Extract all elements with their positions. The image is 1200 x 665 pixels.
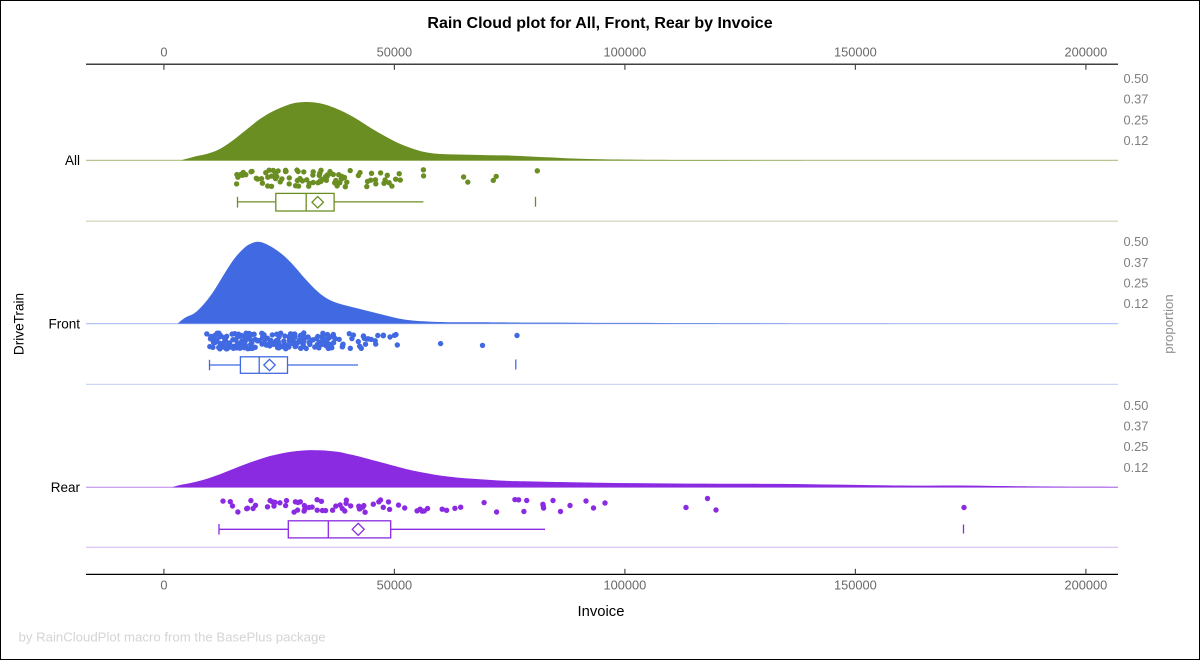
- svg-text:0.50: 0.50: [1124, 398, 1149, 413]
- svg-text:200000: 200000: [1065, 45, 1108, 60]
- svg-text:0: 0: [160, 578, 167, 593]
- svg-text:Invoice: Invoice: [578, 604, 625, 620]
- svg-text:0.37: 0.37: [1124, 255, 1149, 270]
- svg-text:0: 0: [160, 45, 167, 60]
- svg-text:50000: 50000: [377, 45, 413, 60]
- svg-text:0.25: 0.25: [1124, 276, 1149, 291]
- svg-text:0.50: 0.50: [1124, 71, 1149, 86]
- svg-text:50000: 50000: [377, 578, 413, 593]
- svg-text:0.37: 0.37: [1124, 419, 1149, 434]
- svg-text:200000: 200000: [1065, 578, 1108, 593]
- svg-text:Rain Cloud plot for All, Front: Rain Cloud plot for All, Front, Rear by …: [427, 15, 772, 32]
- svg-text:DriveTrain: DriveTrain: [12, 293, 27, 355]
- svg-text:All: All: [65, 153, 80, 168]
- svg-text:Rear: Rear: [51, 480, 81, 495]
- svg-text:100000: 100000: [604, 578, 647, 593]
- svg-text:0.37: 0.37: [1124, 92, 1149, 107]
- svg-text:Front: Front: [48, 316, 80, 331]
- svg-text:0.12: 0.12: [1124, 460, 1149, 475]
- svg-text:by RainCloudPlot macro from th: by RainCloudPlot macro from the BasePlus…: [19, 630, 326, 645]
- svg-text:100000: 100000: [604, 45, 647, 60]
- svg-text:proportion: proportion: [1161, 294, 1176, 353]
- svg-text:0.12: 0.12: [1124, 296, 1149, 311]
- svg-text:0.12: 0.12: [1124, 133, 1149, 148]
- svg-text:0.50: 0.50: [1124, 234, 1149, 249]
- svg-text:150000: 150000: [834, 578, 877, 593]
- svg-text:0.25: 0.25: [1124, 112, 1149, 127]
- svg-text:150000: 150000: [834, 45, 877, 60]
- svg-text:0.25: 0.25: [1124, 439, 1149, 454]
